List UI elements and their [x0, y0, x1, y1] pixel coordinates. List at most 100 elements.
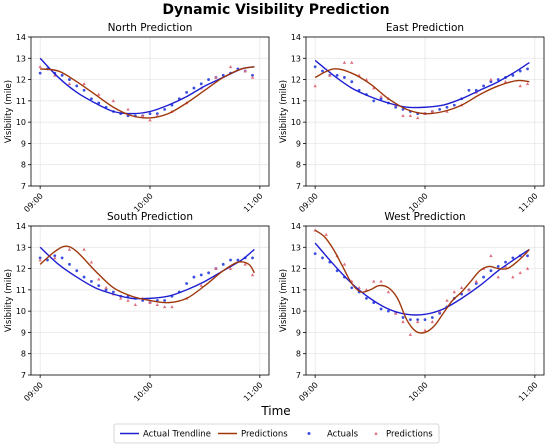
prediction-point [467, 288, 471, 292]
prediction-point [119, 296, 123, 300]
y-tick-label: 10 [291, 307, 301, 316]
legend-pred-label: Predictions [241, 430, 288, 440]
actual-point [236, 258, 240, 262]
prediction-point [53, 256, 57, 260]
x-tick-label: 11:00 [517, 380, 540, 403]
figure-title: Dynamic Visibility Prediction [162, 2, 389, 18]
y-tick-label: 14 [291, 33, 301, 42]
actual-point [452, 103, 456, 107]
actual-point [335, 73, 339, 77]
actual-point [350, 286, 354, 290]
prediction-point [170, 305, 174, 309]
prediction-point [408, 332, 413, 336]
actual-point [394, 105, 398, 109]
actual-point [207, 78, 210, 81]
actual-point [313, 65, 317, 69]
actual-point [526, 254, 529, 258]
x-tick-label: 11:00 [242, 380, 265, 403]
prediction-point [423, 328, 427, 332]
prediction-point [38, 258, 42, 262]
prediction-point [342, 262, 347, 266]
prediction-series [314, 229, 530, 334]
prediction-point [408, 113, 413, 118]
actual-point [496, 265, 500, 268]
prediction-point [199, 283, 203, 287]
actual-point [251, 256, 254, 260]
actual-point [489, 269, 493, 273]
x-tick-label: 10:00 [407, 380, 430, 403]
actual-point [90, 97, 93, 101]
plot-frame [30, 36, 270, 187]
prediction-point [430, 319, 435, 324]
legend-trend-label: Actual Trendline [143, 430, 211, 440]
actual-point [104, 288, 108, 292]
actual-point [489, 80, 493, 84]
actual-point [229, 258, 232, 262]
y-tick-label: 8 [296, 350, 301, 359]
prediction-point [474, 279, 478, 283]
plot-frame [305, 36, 545, 187]
prediction-point [379, 279, 383, 283]
actual-point [192, 86, 196, 90]
y-tick-label: 13 [16, 243, 26, 252]
actual-point [379, 97, 383, 101]
trendline-series [39, 57, 255, 115]
prediction-point [228, 65, 233, 69]
actual-point [221, 73, 225, 77]
prediction-point [372, 86, 376, 90]
actual-point [526, 67, 529, 71]
y-tick-label: 9 [296, 328, 301, 337]
actual-point [185, 90, 189, 94]
y-tick-label: 14 [16, 33, 26, 42]
actual-point [68, 78, 71, 81]
prediction-point [350, 60, 354, 64]
prediction-point [89, 260, 94, 264]
actual-point [199, 273, 203, 277]
prediction-point [313, 84, 317, 88]
prediction-point [445, 298, 449, 302]
prediction-series [40, 66, 255, 119]
panel-south: South Prediction 7 8 9 10 11 12 13 14 09:00 10:00 1… [4, 211, 270, 403]
prediction-point [243, 262, 247, 266]
prediction-point [489, 77, 493, 81]
prediction-series [314, 68, 530, 115]
y-tick-label: 12 [291, 265, 301, 274]
panel-west: West Prediction 7 8 9 10 11 12 13 14 09:00 10:00 11… [279, 211, 545, 403]
x-tick-label: 11:00 [517, 191, 540, 214]
actual-point [511, 73, 515, 77]
prediction-point [496, 275, 500, 279]
actual-point [321, 256, 324, 260]
prediction-point [140, 113, 145, 118]
prediction-point [357, 285, 361, 290]
actual-point [321, 69, 324, 73]
actual-point [438, 107, 442, 111]
panel-title: South Prediction [107, 211, 193, 223]
actual-point [68, 262, 71, 266]
y-tick-label: 11 [16, 97, 26, 106]
y-tick-label: 11 [291, 286, 301, 295]
actual-point [60, 73, 64, 77]
actual-point [482, 84, 485, 88]
actual-point [401, 316, 405, 319]
y-axis-label: Visibility (mile) [4, 269, 14, 332]
prediction-point [82, 82, 86, 86]
plot-frame [30, 225, 270, 376]
trendline-series [39, 246, 255, 300]
y-tick-label: 12 [291, 76, 301, 85]
prediction-point [372, 279, 376, 283]
prediction-point [328, 73, 332, 77]
prediction-point [386, 290, 391, 294]
y-tick-label: 10 [291, 118, 301, 127]
x-tick-label: 09:00 [297, 380, 320, 403]
y-tick-label: 12 [16, 265, 26, 274]
prediction-point [518, 84, 522, 88]
legend-predpoints-swatch [374, 431, 378, 435]
y-tick-label: 14 [291, 222, 301, 231]
prediction-point [324, 232, 328, 236]
prediction-point [511, 275, 515, 279]
actual-point [97, 284, 101, 287]
panel-title: North Prediction [108, 22, 193, 34]
y-tick-label: 7 [296, 182, 301, 191]
prediction-point [67, 82, 72, 86]
